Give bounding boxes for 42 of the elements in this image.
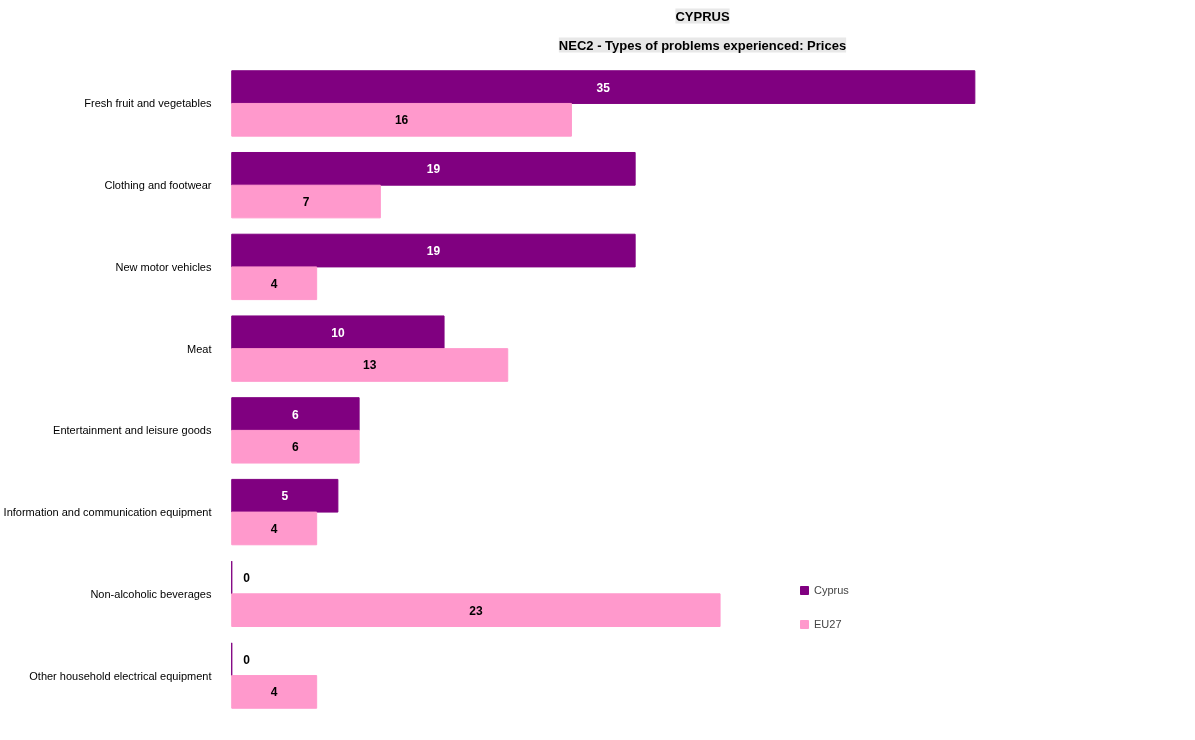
data-label: 4 — [270, 685, 278, 700]
y-tick-label: Fresh fruit and vegetables — [84, 97, 212, 110]
bar — [231, 397, 360, 431]
chart-subtitle: NEC2 - Types of problems experienced: Prices — [558, 37, 847, 53]
bar — [231, 151, 636, 186]
data-label: 0 — [243, 652, 251, 667]
legend-label: Cyprus — [814, 584, 849, 596]
data-label: 7 — [302, 195, 310, 210]
data-label: 6 — [292, 407, 300, 422]
bar — [231, 675, 318, 709]
y-tick-label: New motor vehicles — [115, 260, 212, 273]
bar — [231, 478, 339, 513]
data-label: 4 — [270, 276, 278, 291]
data-label: 5 — [281, 489, 289, 504]
bar — [231, 70, 976, 104]
data-label: 0 — [243, 570, 251, 585]
chart-title: CYPRUS — [675, 8, 730, 24]
y-tick-label: Entertainment and leisure goods — [53, 424, 212, 437]
data-label: 19 — [426, 162, 441, 177]
bar — [231, 102, 572, 137]
data-label: 23 — [469, 603, 483, 618]
bar — [231, 315, 445, 350]
legend-label: EU27 — [814, 618, 842, 630]
data-label: 13 — [363, 358, 377, 373]
y-tick-label: Information and communication equipment — [3, 506, 212, 519]
y-tick-label: Non-alcoholic beverages — [90, 587, 212, 600]
data-label: 4 — [270, 521, 278, 536]
data-label: 6 — [292, 440, 300, 455]
y-tick-label: Clothing and footwear — [104, 179, 212, 192]
bar — [231, 348, 509, 382]
data-label: 16 — [394, 113, 409, 128]
data-label: 35 — [596, 80, 611, 95]
data-label: 10 — [331, 325, 345, 340]
bar — [231, 266, 318, 301]
y-tick-label: Other household electrical equipment — [29, 669, 212, 682]
y-tick-label: Meat — [187, 342, 212, 355]
bar — [231, 593, 721, 628]
bar — [231, 233, 636, 268]
bar — [231, 184, 381, 219]
bar — [231, 429, 360, 464]
data-label: 19 — [426, 244, 441, 259]
bar — [231, 511, 318, 546]
